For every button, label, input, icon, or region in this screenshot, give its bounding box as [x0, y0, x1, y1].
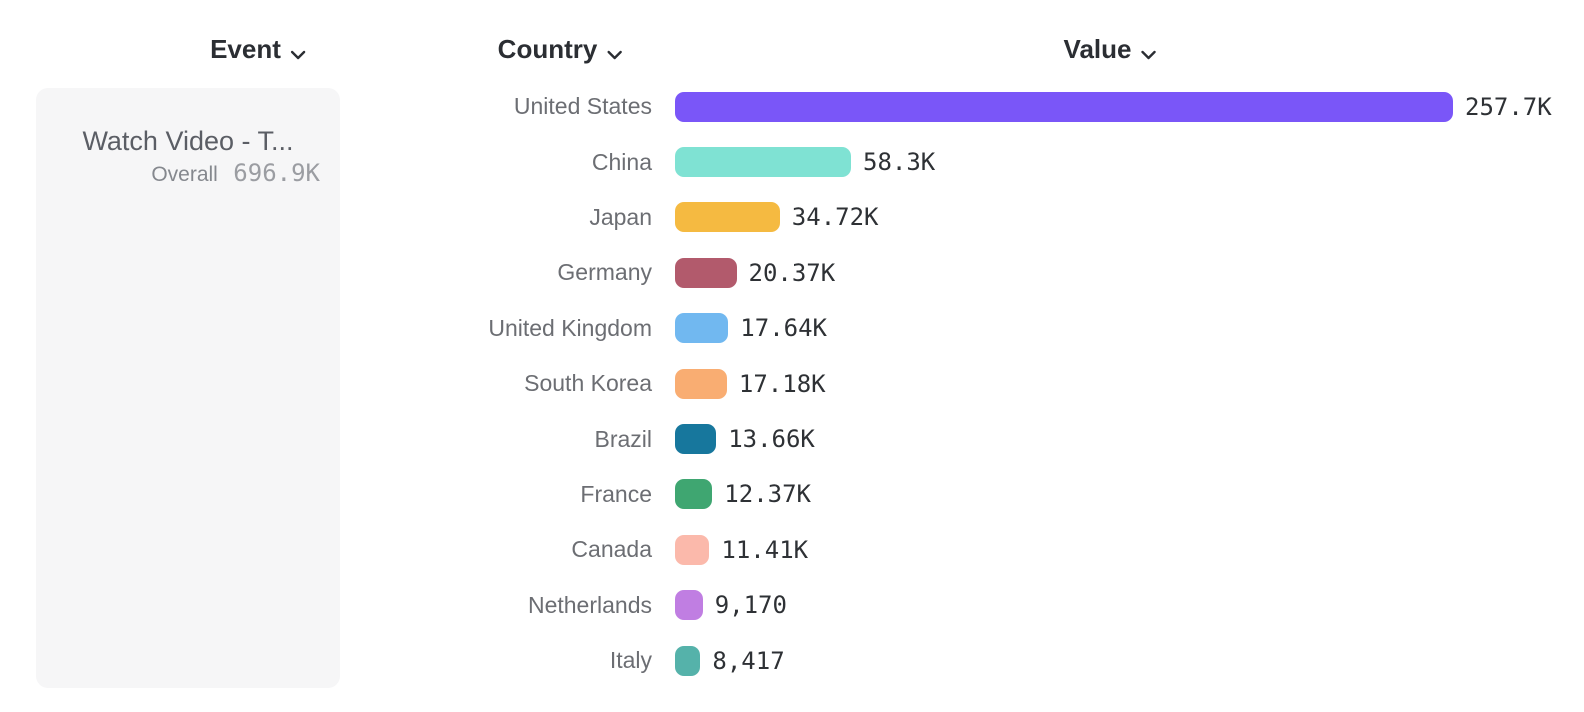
- bar-value-label: 11.41K: [721, 535, 809, 564]
- column-header-value-label: Value: [1063, 34, 1132, 64]
- country-label: Netherlands: [527, 591, 652, 618]
- bar-value-label: 58.3K: [863, 148, 936, 177]
- chevron-down-icon: [1140, 36, 1156, 66]
- country-label: France: [580, 480, 652, 507]
- bar-chart: United States 257.7K China 58.3K Japan 3…: [0, 79, 1584, 688]
- chart-row: France 12.37K: [0, 467, 1584, 522]
- bar-value-label: 9,170: [714, 591, 787, 620]
- bar-france[interactable]: [675, 479, 713, 510]
- chevron-down-icon: [290, 36, 306, 66]
- bar-brazil[interactable]: [675, 424, 717, 455]
- event-title: Watch Video - T...: [82, 126, 294, 156]
- overall-value: 696.9K: [233, 159, 320, 187]
- bar-united-states[interactable]: [675, 91, 1453, 122]
- column-header-country[interactable]: Country: [498, 34, 623, 64]
- chart-row: Netherlands 9,170: [0, 578, 1584, 633]
- chart-row: United Kingdom 17.64K: [0, 301, 1584, 356]
- country-label: China: [591, 148, 652, 175]
- bar-value-label: 17.18K: [738, 369, 826, 398]
- bar-value-label: 34.72K: [791, 203, 879, 232]
- column-header-country-label: Country: [497, 34, 598, 64]
- bar-japan[interactable]: [675, 202, 780, 233]
- chart-row: Italy 8,417: [0, 633, 1584, 688]
- column-header-value[interactable]: Value: [1064, 34, 1157, 64]
- chart-row: Japan 34.72K: [0, 190, 1584, 245]
- bar-united-kingdom[interactable]: [675, 313, 729, 344]
- country-label: Germany: [557, 259, 652, 286]
- country-label: United Kingdom: [488, 314, 652, 341]
- chart-row: Brazil 13.66K: [0, 411, 1584, 466]
- bar-germany[interactable]: [675, 257, 737, 288]
- bar-south-korea[interactable]: [675, 368, 727, 399]
- chart-row: Canada 11.41K: [0, 522, 1584, 577]
- country-label: Japan: [589, 203, 652, 230]
- chart-row: Germany 20.37K: [0, 245, 1584, 300]
- chart-row: China 58.3K: [0, 134, 1584, 189]
- country-label: United States: [513, 93, 652, 120]
- country-label: Italy: [609, 647, 652, 674]
- bar-value-label: 13.66K: [728, 425, 815, 454]
- country-label: South Korea: [524, 370, 652, 397]
- overall-label: Overall: [151, 163, 218, 186]
- bar-italy[interactable]: [675, 645, 701, 676]
- chart-row: South Korea 17.18K: [0, 356, 1584, 411]
- bar-canada[interactable]: [675, 534, 710, 565]
- country-label: Canada: [571, 536, 652, 563]
- bar-value-label: 8,417: [712, 646, 785, 675]
- bar-china[interactable]: [675, 147, 851, 178]
- column-header-event[interactable]: Event: [210, 34, 306, 64]
- bar-value-label: 257.7K: [1465, 92, 1552, 121]
- column-header-event-label: Event: [210, 34, 281, 64]
- event-overall-row: Overall 696.9K: [56, 158, 320, 192]
- chart-row: United States 257.7K: [0, 79, 1584, 134]
- chevron-down-icon: [606, 36, 622, 66]
- bar-value-label: 20.37K: [748, 258, 836, 287]
- event-card[interactable]: Watch Video - T... Overall 696.9K: [36, 88, 340, 688]
- bar-netherlands[interactable]: [675, 590, 703, 621]
- bar-value-label: 12.37K: [724, 480, 811, 509]
- bar-value-label: 17.64K: [740, 314, 827, 343]
- country-label: Brazil: [594, 425, 652, 452]
